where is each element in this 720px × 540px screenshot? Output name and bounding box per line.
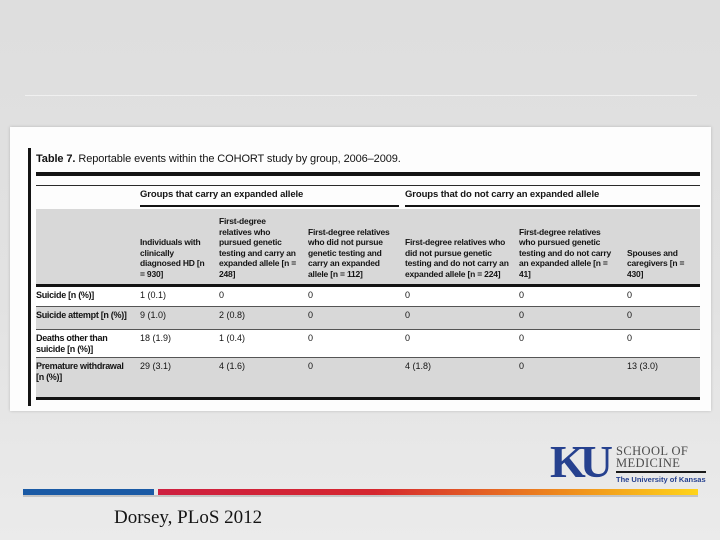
group-header-no-carry-allele: Groups that do not carry an expanded all… — [405, 189, 700, 207]
table-cell: 0 — [308, 333, 314, 343]
ku-logo-tagline: The University of Kansas — [616, 475, 706, 484]
table-cell: 0 — [405, 310, 411, 320]
row-label-premature-withdrawal: Premature withdrawal [n (%)] — [36, 361, 124, 382]
table-group-header-row: Groups that carry an expanded allele Gro… — [36, 186, 700, 207]
table-cell: 0 — [519, 361, 525, 371]
table-row: Suicide attempt [n (%)] 9 (1.0) 2 (0.8) … — [36, 306, 700, 329]
ku-logo-letters: KU — [550, 436, 613, 487]
table-cell: 0 — [519, 333, 525, 343]
table-figure-panel: Table 7. Reportable events within the COH… — [10, 127, 711, 411]
slide-accent-bar — [23, 489, 698, 495]
table-cell: 0 — [519, 290, 525, 300]
table-row: Deaths other than suicide [n (%)] 18 (1.… — [36, 329, 700, 357]
accent-bar-blue-segment — [23, 489, 154, 495]
group-header-carry-allele: Groups that carry an expanded allele — [140, 189, 399, 207]
table-header-rule — [36, 284, 700, 287]
table-cell: 0 — [308, 290, 314, 300]
table-cell: 13 (3.0) — [627, 361, 659, 371]
table-cell: 1 (0.4) — [219, 333, 246, 343]
table-cell: 4 (1.6) — [219, 361, 246, 371]
column-header-untested-noncarrier: First-degree relatives who did not pursu… — [405, 237, 509, 279]
table-title-text: Reportable events within the COHORT stud… — [78, 153, 401, 165]
table-cell: 0 — [405, 333, 411, 343]
ku-logo-rule — [616, 471, 706, 473]
table-cell: 0 — [627, 310, 633, 320]
table-cell: 9 (1.0) — [140, 310, 167, 320]
row-label-suicide-attempt: Suicide attempt [n (%)] — [36, 310, 127, 320]
table-row: Premature withdrawal [n (%)] 29 (3.1) 4 … — [36, 357, 700, 397]
figure-left-edge-bar — [28, 148, 31, 406]
column-header-untested-carrier: First-degree relatives who did not pursu… — [308, 226, 390, 279]
table-cell: 0 — [627, 333, 633, 343]
table-column-header-row: Individuals with clinically diagnosed HD… — [36, 209, 700, 284]
table-title-rule — [36, 172, 700, 176]
column-header-empty — [36, 279, 140, 284]
citation-text: Dorsey, PLoS 2012 — [114, 507, 263, 528]
slide-top-divider — [25, 95, 697, 96]
table-cell: 0 — [308, 361, 314, 371]
table-cell: 0 — [627, 290, 633, 300]
table-bottom-rule — [36, 397, 700, 400]
table-row: Suicide [n (%)] 1 (0.1) 0 0 0 0 0 — [36, 287, 700, 306]
table-top-rule — [36, 185, 700, 186]
table-cell: 29 (3.1) — [140, 361, 172, 371]
table-cell: 4 (1.8) — [405, 361, 432, 371]
accent-bar-red-yellow-gradient — [158, 489, 698, 495]
table-cell: 2 (0.8) — [219, 310, 246, 320]
table-cell: 1 (0.1) — [140, 290, 167, 300]
ku-school-of-medicine-logo: KU SCHOOL OF MEDICINE The University of … — [550, 436, 706, 487]
table-title-number: Table 7. — [36, 153, 76, 165]
table-cell: 0 — [219, 290, 225, 300]
table-cell: 18 (1.9) — [140, 333, 172, 343]
ku-logo-text: SCHOOL OF MEDICINE The University of Kan… — [616, 444, 706, 484]
column-header-tested-noncarrier: First-degree relatives who pursued genet… — [519, 226, 612, 279]
table-cell: 0 — [519, 310, 525, 320]
table-figure: Table 7. Reportable events within the COH… — [36, 153, 700, 400]
column-header-tested-carrier: First-degree relatives who pursued genet… — [219, 216, 297, 279]
row-label-suicide: Suicide [n (%)] — [36, 290, 94, 300]
row-label-deaths-other: Deaths other than suicide [n (%)] — [36, 333, 108, 354]
table-cell: 0 — [308, 310, 314, 320]
table-title: Table 7. Reportable events within the COH… — [36, 153, 700, 166]
ku-logo-school-of: SCHOOL OF — [616, 444, 689, 458]
column-header-individuals-hd: Individuals with clinically diagnosed HD… — [140, 237, 205, 279]
table-cell: 0 — [405, 290, 411, 300]
ku-logo-medicine: MEDICINE — [616, 455, 681, 470]
column-header-spouses-caregivers: Spouses and caregivers [n = 430] — [627, 247, 685, 279]
